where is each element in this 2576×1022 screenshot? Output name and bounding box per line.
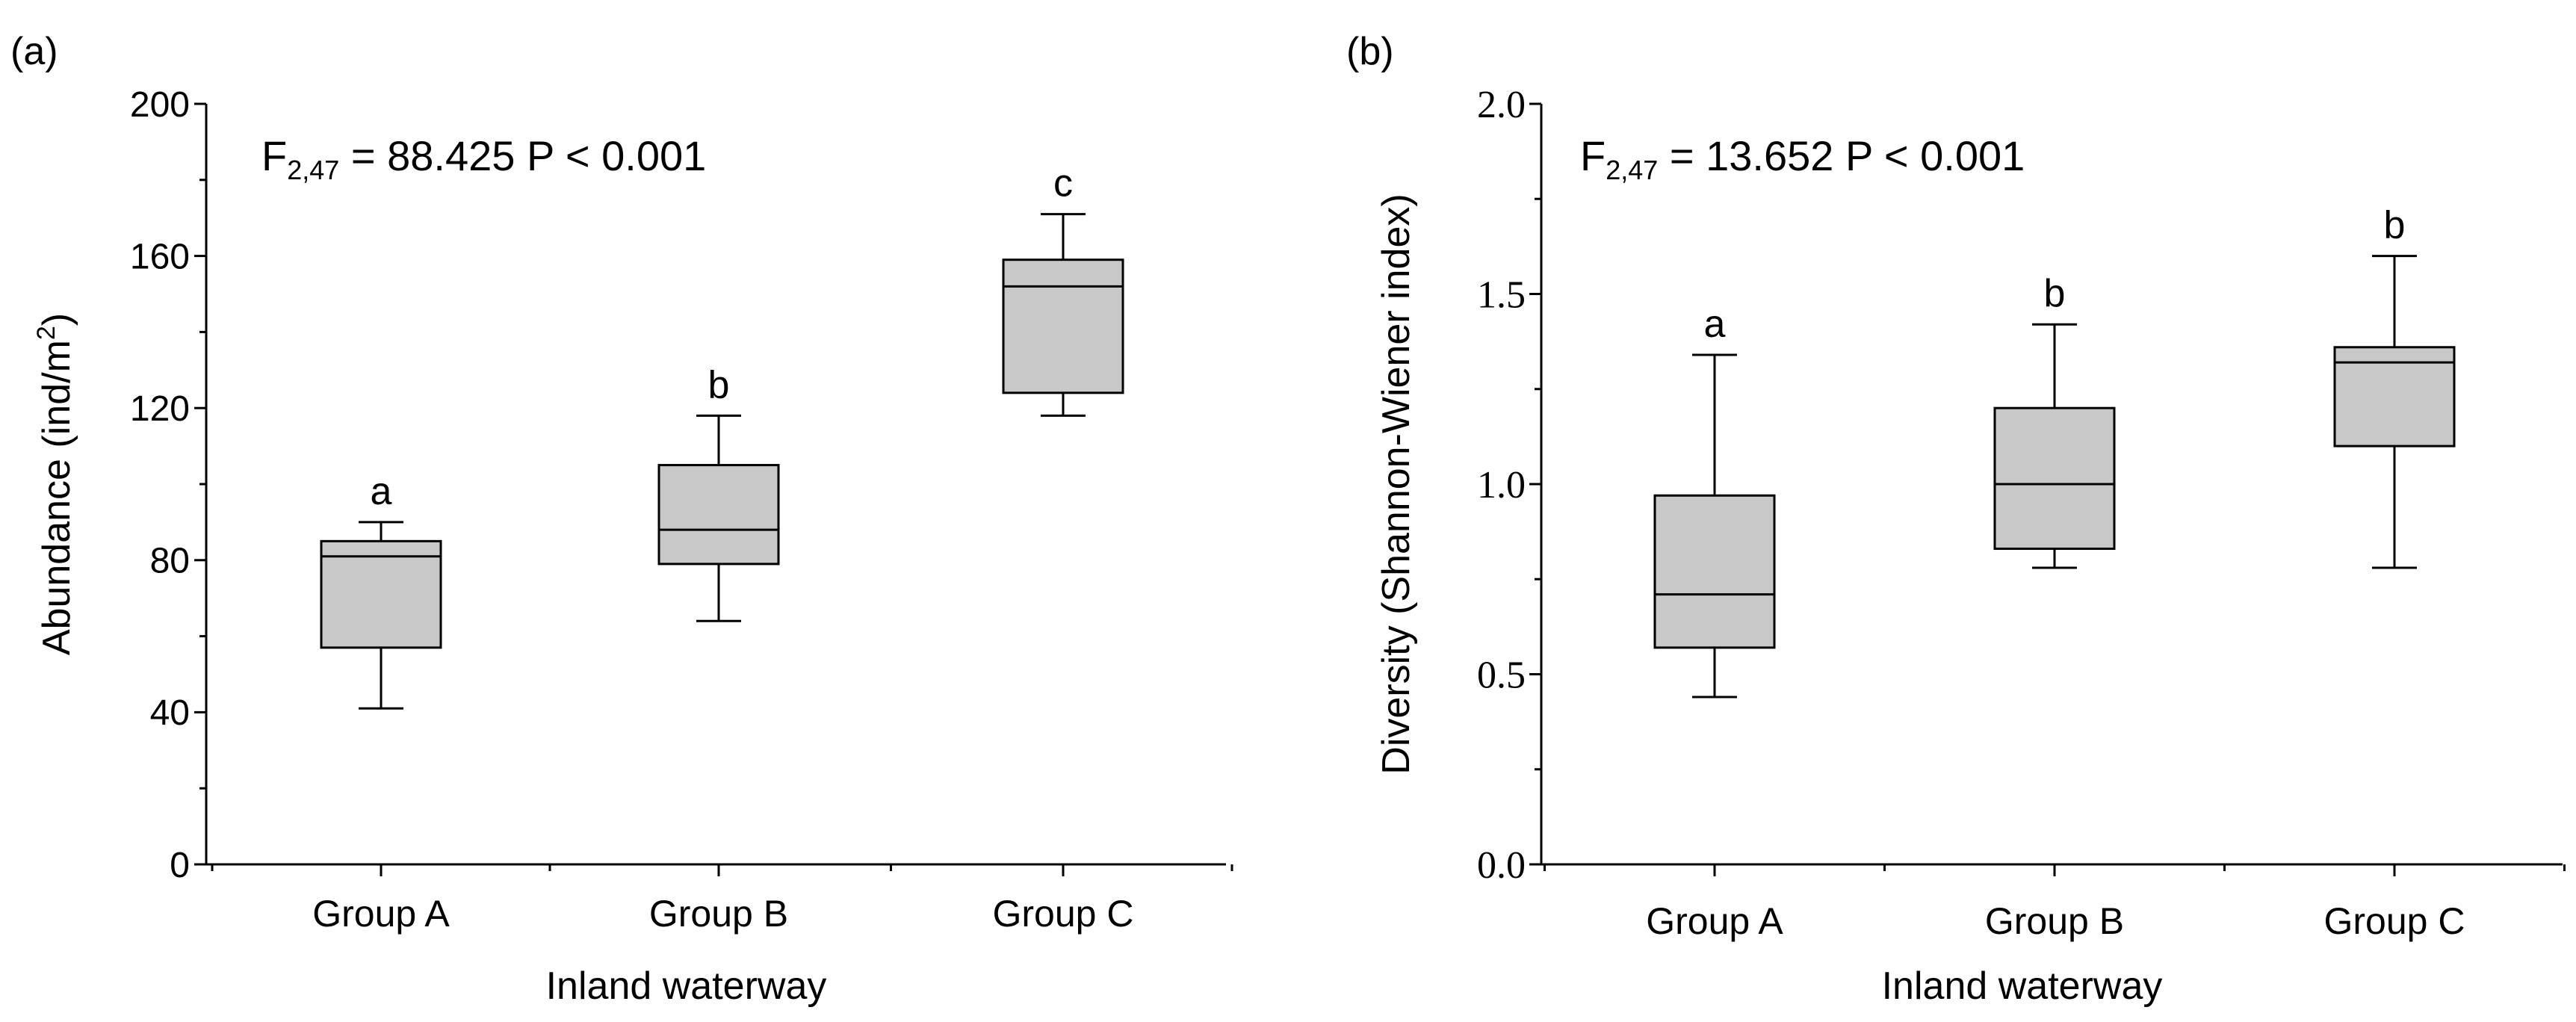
- significance-letter: b: [2044, 272, 2066, 315]
- x-tick-label: Group C: [2324, 900, 2465, 942]
- box-iqr: [1993, 406, 2116, 551]
- box-group-b: b: [1993, 272, 2116, 569]
- x-tick-label: Group C: [993, 893, 1134, 935]
- y-axis-label: Diversity (Shannon-Wiener index): [1375, 193, 1418, 774]
- box-group-a: a: [320, 470, 442, 710]
- y-tick-label: 160: [130, 237, 190, 276]
- x-axis-label: Inland waterway: [1882, 964, 2163, 1008]
- stat-f-symbol: F: [261, 132, 287, 179]
- box-iqr: [320, 539, 442, 649]
- stat-text: = 13.652 P < 0.001: [1658, 132, 2025, 179]
- box-group-b: b: [657, 363, 780, 622]
- panel-label: (b): [1346, 30, 1394, 73]
- chart-panel-b: (b) 0.0 0.5 1.0 1.5 2.0 Group A Group B Group C I…: [1346, 30, 2566, 1008]
- y-axis-label-close: ): [35, 313, 78, 326]
- y-axis-label-text: Abundance (ind/m: [35, 340, 78, 655]
- y-tick-label: 120: [130, 389, 190, 429]
- x-tick-label: Group A: [1646, 900, 1783, 942]
- box-iqr: [1002, 258, 1124, 394]
- y-tick-label: 80: [150, 542, 190, 581]
- y-axis-label: Abundance (ind/m2): [32, 313, 78, 655]
- box-group-c: b: [2333, 204, 2456, 569]
- x-tick-label: Group B: [1985, 900, 2124, 942]
- panel-label: (a): [10, 30, 58, 73]
- box-group-c: c: [1002, 162, 1124, 417]
- significance-letter: a: [1704, 303, 1726, 346]
- y-axis-label-superscript: 2: [32, 326, 61, 340]
- box-iqr: [657, 464, 780, 566]
- significance-letter: c: [1053, 162, 1073, 205]
- box-group-a: a: [1653, 303, 1776, 699]
- box-iqr: [1653, 494, 1776, 649]
- stat-subscript: 2,47: [287, 155, 339, 185]
- box-iqr: [2333, 346, 2456, 447]
- y-tick-label: 40: [150, 693, 190, 733]
- x-tick-label: Group B: [649, 893, 788, 935]
- chart-panel-a: (a) 0 40 80 120 160 200 Group A Group B Group C In…: [10, 30, 1233, 1008]
- y-axis-label-text: Diversity (Shannon-Wiener index): [1375, 193, 1418, 774]
- y-tick-label: 0: [170, 846, 190, 885]
- stat-text: = 88.425 P < 0.001: [339, 132, 706, 179]
- y-tick-label: 200: [130, 85, 190, 125]
- stat-subscript: 2,47: [1606, 155, 1658, 185]
- y-tick-label: 1.5: [1477, 274, 1526, 317]
- x-tick-label: Group A: [312, 893, 450, 935]
- x-axis-label: Inland waterway: [546, 964, 827, 1008]
- stat-annotation: F2,47 = 13.652 P < 0.001: [1580, 132, 2025, 185]
- significance-letter: b: [2384, 204, 2406, 247]
- y-tick-label: 2.0: [1477, 84, 1526, 126]
- y-tick-label: 0.5: [1477, 654, 1526, 697]
- significance-letter: b: [708, 363, 730, 406]
- significance-letter: a: [371, 470, 392, 513]
- y-tick-label: 0.0: [1477, 844, 1526, 887]
- stat-annotation: F2,47 = 88.425 P < 0.001: [261, 132, 706, 185]
- stat-f-symbol: F: [1580, 132, 1606, 179]
- y-tick-label: 1.0: [1477, 464, 1526, 507]
